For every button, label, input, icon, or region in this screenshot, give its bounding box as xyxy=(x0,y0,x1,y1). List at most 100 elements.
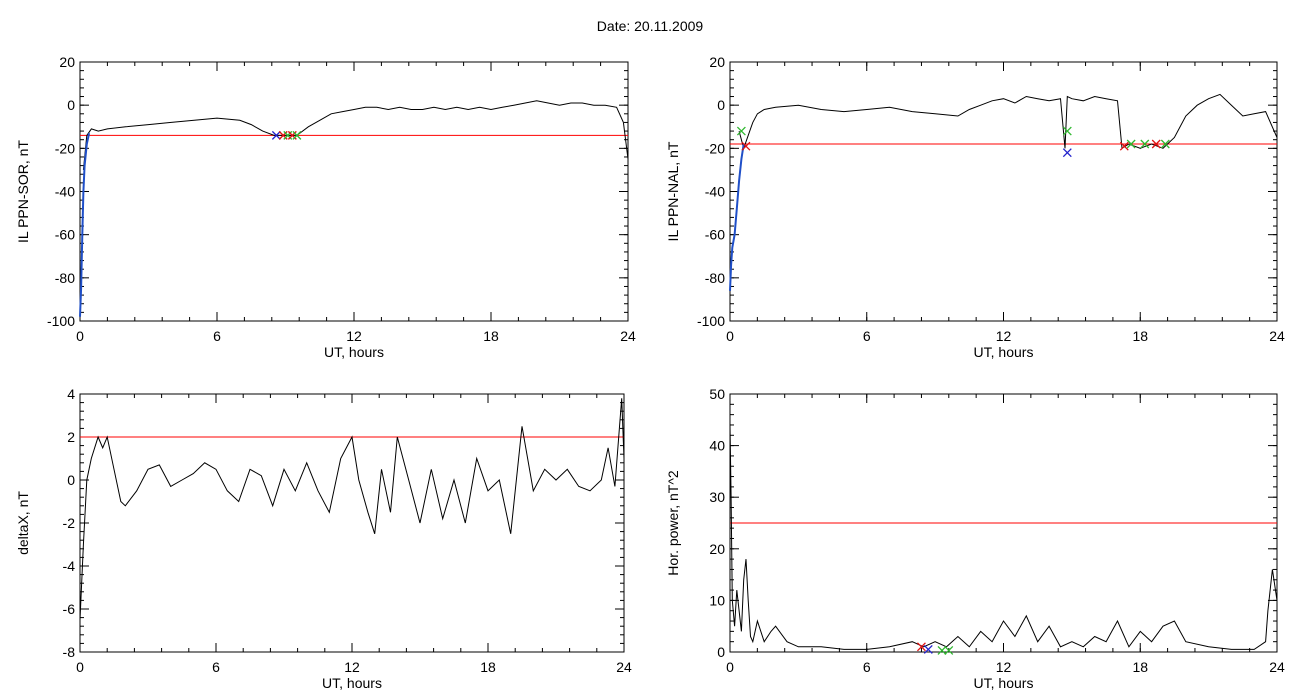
cross-marker xyxy=(1119,141,1129,151)
cross-marker xyxy=(937,645,947,655)
y-tick-label: 20 xyxy=(59,54,75,70)
cross-marker-stroke xyxy=(1140,139,1150,149)
plot-frame xyxy=(79,61,629,322)
chart-panel-3: 0 6 12 18 24 4 2 0 -2 -4 -6 -8 UT, hours deltaX, nT xyxy=(15,386,632,691)
x-tick-label: 18 xyxy=(480,659,496,675)
y-tick-label: 2 xyxy=(67,429,75,445)
cross-marker-stroke xyxy=(916,642,926,652)
y-tick-label: -8 xyxy=(63,644,76,660)
cross-marker xyxy=(1126,139,1136,149)
x-tick-label: 12 xyxy=(344,659,360,675)
x-tick-label: 0 xyxy=(76,659,84,675)
cross-marker-stroke xyxy=(944,645,954,655)
cross-marker xyxy=(923,644,933,654)
cross-marker xyxy=(1151,139,1161,149)
y-tick-label: 0 xyxy=(67,472,75,488)
x-tick-label: 24 xyxy=(616,659,632,675)
x-tick-label: 18 xyxy=(1132,659,1148,675)
y-tick-label: -100 xyxy=(47,313,75,329)
series-line-1 xyxy=(82,100,629,170)
y-tick-label: -60 xyxy=(705,227,725,243)
cross-marker-stroke xyxy=(937,645,947,655)
x-tick-label: 12 xyxy=(346,328,362,344)
cross-marker-stroke xyxy=(1126,139,1136,149)
x-tick-label: 6 xyxy=(863,328,871,344)
chart-panel-4: 0 6 12 18 24 50 40 30 20 10 0 UT, hours Hor. power, … xyxy=(665,386,1285,691)
y-axis-label: deltaX, nT xyxy=(15,491,31,555)
x-tick-label: 24 xyxy=(1269,328,1285,344)
x-tick-label: 0 xyxy=(726,659,734,675)
cross-marker xyxy=(292,130,302,140)
y-tick-label: -80 xyxy=(705,270,725,286)
x-tick-label: 12 xyxy=(996,328,1012,344)
x-tick-label: 0 xyxy=(76,328,84,344)
y-tick-label: -80 xyxy=(55,270,75,286)
y-tick-label: 0 xyxy=(717,644,725,660)
cross-marker xyxy=(1140,139,1150,149)
y-tick-label: 40 xyxy=(709,438,725,454)
chart-panel-1: 0 6 12 18 24 20 0 -20 -40 -60 -80 -100 UT, hours IL P… xyxy=(15,54,636,360)
plot-frame xyxy=(79,393,625,653)
series-line-1 xyxy=(729,424,1278,650)
cross-marker-stroke xyxy=(1119,141,1129,151)
cross-marker-stroke xyxy=(1160,139,1170,149)
y-tick-label: -6 xyxy=(63,601,76,617)
y-tick-label: -100 xyxy=(697,313,725,329)
cross-marker-stroke xyxy=(736,126,746,136)
x-axis-label: UT, hours xyxy=(974,675,1034,691)
page-title: Date: 20.11.2009 xyxy=(596,18,704,34)
y-tick-label: 10 xyxy=(709,592,725,608)
series-line-2 xyxy=(729,143,745,291)
y-tick-label: -2 xyxy=(63,515,76,531)
y-tick-label: 30 xyxy=(709,489,725,505)
x-tick-label: 18 xyxy=(483,328,499,344)
x-tick-label: 24 xyxy=(1269,659,1285,675)
x-tick-label: 0 xyxy=(726,328,734,344)
y-tick-label: 20 xyxy=(709,54,725,70)
y-tick-label: 50 xyxy=(709,386,725,402)
cross-marker xyxy=(736,126,746,136)
cross-marker-stroke xyxy=(1062,148,1072,158)
cross-marker xyxy=(916,642,926,652)
cross-marker xyxy=(741,141,751,151)
cross-marker xyxy=(1062,148,1072,158)
y-axis-label: IL PPN-NAL, nT xyxy=(665,141,681,241)
y-tick-label: -60 xyxy=(55,227,75,243)
y-tick-label: 4 xyxy=(67,386,75,402)
series-line-2 xyxy=(79,132,91,317)
x-axis-label: UT, hours xyxy=(322,675,382,691)
x-tick-label: 6 xyxy=(213,328,221,344)
x-tick-label: 24 xyxy=(620,328,636,344)
chart-panel-2: 0 6 12 18 24 20 0 -20 -40 -60 -80 -100 UT, hours IL P… xyxy=(665,54,1285,360)
cross-marker-stroke xyxy=(1151,139,1161,149)
y-tick-label: 20 xyxy=(709,541,725,557)
x-tick-label: 12 xyxy=(996,659,1012,675)
cross-marker xyxy=(1062,126,1072,136)
series-line-1 xyxy=(79,398,625,620)
y-tick-label: -20 xyxy=(705,140,725,156)
series-line-1 xyxy=(738,93,1278,150)
plot-frame xyxy=(729,61,1278,322)
y-axis-label: Hor. power, nT^2 xyxy=(665,470,681,576)
cross-marker xyxy=(1160,139,1170,149)
y-tick-label: 0 xyxy=(67,97,75,113)
cross-marker-stroke xyxy=(1062,126,1072,136)
cross-marker-stroke xyxy=(741,141,751,151)
x-tick-label: 6 xyxy=(863,659,871,675)
y-tick-label: 0 xyxy=(717,97,725,113)
x-tick-label: 6 xyxy=(212,659,220,675)
cross-marker-stroke xyxy=(292,130,302,140)
x-axis-label: UT, hours xyxy=(324,344,384,360)
x-tick-label: 18 xyxy=(1132,328,1148,344)
y-tick-label: -20 xyxy=(55,140,75,156)
x-axis-label: UT, hours xyxy=(974,344,1034,360)
y-tick-label: -40 xyxy=(705,184,725,200)
y-tick-label: -4 xyxy=(63,558,76,574)
cross-marker-stroke xyxy=(923,644,933,654)
y-axis-label: IL PPN-SOR, nT xyxy=(15,140,31,243)
cross-marker xyxy=(944,645,954,655)
cross-marker xyxy=(271,130,281,140)
cross-marker-stroke xyxy=(271,130,281,140)
y-tick-label: -40 xyxy=(55,184,75,200)
